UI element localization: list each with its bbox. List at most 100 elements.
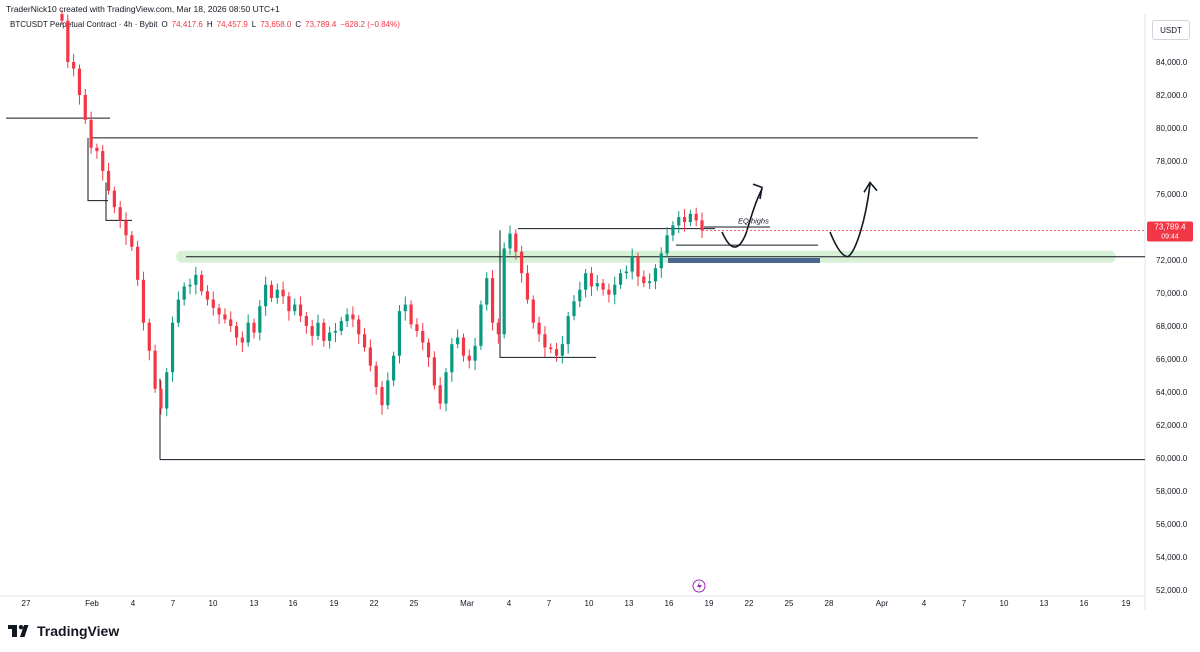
candle-body	[153, 350, 157, 389]
candle-body	[653, 268, 658, 282]
candle-body	[72, 62, 76, 69]
low-value: 73,658.0	[260, 20, 292, 29]
x-tick-label: 25	[410, 599, 419, 608]
x-tick-label: 16	[1080, 599, 1089, 608]
candle-body	[490, 278, 495, 323]
swing-box-1	[87, 137, 108, 202]
currency-button[interactable]: USDT	[1152, 20, 1190, 40]
candle-body	[508, 233, 512, 249]
y-tick-label: 62,000.0	[1156, 421, 1188, 430]
change-value: −628.2 (−0.84%)	[340, 20, 400, 29]
x-tick-label: Feb	[85, 599, 99, 608]
candle-body	[642, 276, 646, 284]
candle-body	[118, 207, 122, 221]
candle-body	[415, 324, 419, 331]
candle-body	[205, 291, 210, 300]
x-tick-label: 19	[330, 599, 339, 608]
candle-body	[112, 190, 116, 208]
candle-body	[275, 289, 279, 298]
candle-body	[194, 274, 198, 285]
x-tick-label: 22	[370, 599, 379, 608]
tradingview-logo-icon	[8, 625, 29, 637]
x-tick-label: 7	[962, 599, 967, 608]
candle-body	[182, 286, 186, 300]
x-tick-label: 10	[209, 599, 218, 608]
projection-arrow-2-head	[863, 181, 878, 193]
candle-body	[589, 273, 594, 287]
range-box-low	[499, 230, 596, 358]
candle-body	[485, 278, 489, 305]
candle-body	[572, 301, 576, 317]
high-label: H	[206, 20, 213, 29]
candle-body	[130, 235, 134, 247]
projection-arrow-1	[721, 188, 763, 248]
candle-body	[200, 274, 204, 292]
candle-body	[473, 345, 477, 361]
candle-body	[141, 279, 146, 323]
high-value: 74,457.9	[216, 20, 248, 29]
candle-body	[514, 233, 518, 252]
candle-body	[677, 217, 681, 226]
y-tick-label: 56,000.0	[1156, 520, 1188, 529]
y-tick-label: 68,000.0	[1156, 322, 1188, 331]
x-tick-label: 16	[665, 599, 674, 608]
candle-body	[293, 304, 297, 312]
candle-body	[83, 95, 87, 120]
candle-body	[618, 273, 623, 285]
candle-body	[479, 304, 483, 346]
candle-body	[543, 334, 547, 348]
candle-body	[229, 319, 233, 326]
y-tick-label: 54,000.0	[1156, 553, 1188, 562]
candle-body	[176, 299, 180, 323]
candle-body	[106, 170, 111, 191]
candle-body	[578, 289, 582, 302]
candle-body	[450, 344, 454, 373]
x-tick-label: 10	[585, 599, 594, 608]
candle-body	[101, 151, 105, 171]
x-tick-label: 13	[625, 599, 634, 608]
last-price-label: 73,789.4	[1154, 222, 1186, 231]
candle-body	[665, 235, 669, 254]
y-tick-label: 80,000.0	[1156, 124, 1188, 133]
candle-body	[380, 387, 384, 406]
candle-body	[298, 304, 303, 317]
swing-box-2	[105, 182, 132, 221]
candle-body	[252, 322, 256, 333]
projection-arrow-2	[829, 184, 871, 258]
candle-body	[159, 388, 163, 409]
candle-body	[124, 220, 128, 236]
tradingview-logo: TradingView	[8, 623, 119, 639]
candle-body	[351, 314, 355, 320]
candle-body	[607, 289, 611, 295]
candle-body	[339, 321, 343, 331]
candle-body	[426, 342, 431, 358]
candle-body	[630, 256, 634, 272]
candle-body	[601, 283, 605, 290]
close-label: C	[295, 20, 302, 29]
candle-body	[595, 283, 599, 287]
x-tick-label: 7	[547, 599, 552, 608]
candle-body	[502, 248, 506, 335]
candle-body	[549, 347, 553, 350]
low-label: L	[251, 20, 257, 29]
eq-highs-label: EQ highs	[738, 216, 769, 225]
x-tick-label: 25	[785, 599, 794, 608]
candle-body	[264, 284, 268, 307]
x-tick-label: 19	[1122, 599, 1131, 608]
candle-body	[211, 299, 215, 308]
candle-body	[304, 316, 308, 326]
x-tick-label: 4	[922, 599, 927, 608]
y-tick-label: 70,000.0	[1156, 289, 1188, 298]
candle-body	[322, 322, 326, 341]
candle-body	[636, 256, 640, 277]
open-label: O	[161, 20, 168, 29]
candle-body	[461, 337, 466, 356]
y-tick-label: 76,000.0	[1156, 190, 1188, 199]
candle-body	[357, 319, 361, 335]
y-tick-label: 52,000.0	[1156, 586, 1188, 595]
candle-body	[467, 355, 471, 361]
candle-body	[438, 385, 442, 404]
candle-body	[403, 304, 407, 312]
